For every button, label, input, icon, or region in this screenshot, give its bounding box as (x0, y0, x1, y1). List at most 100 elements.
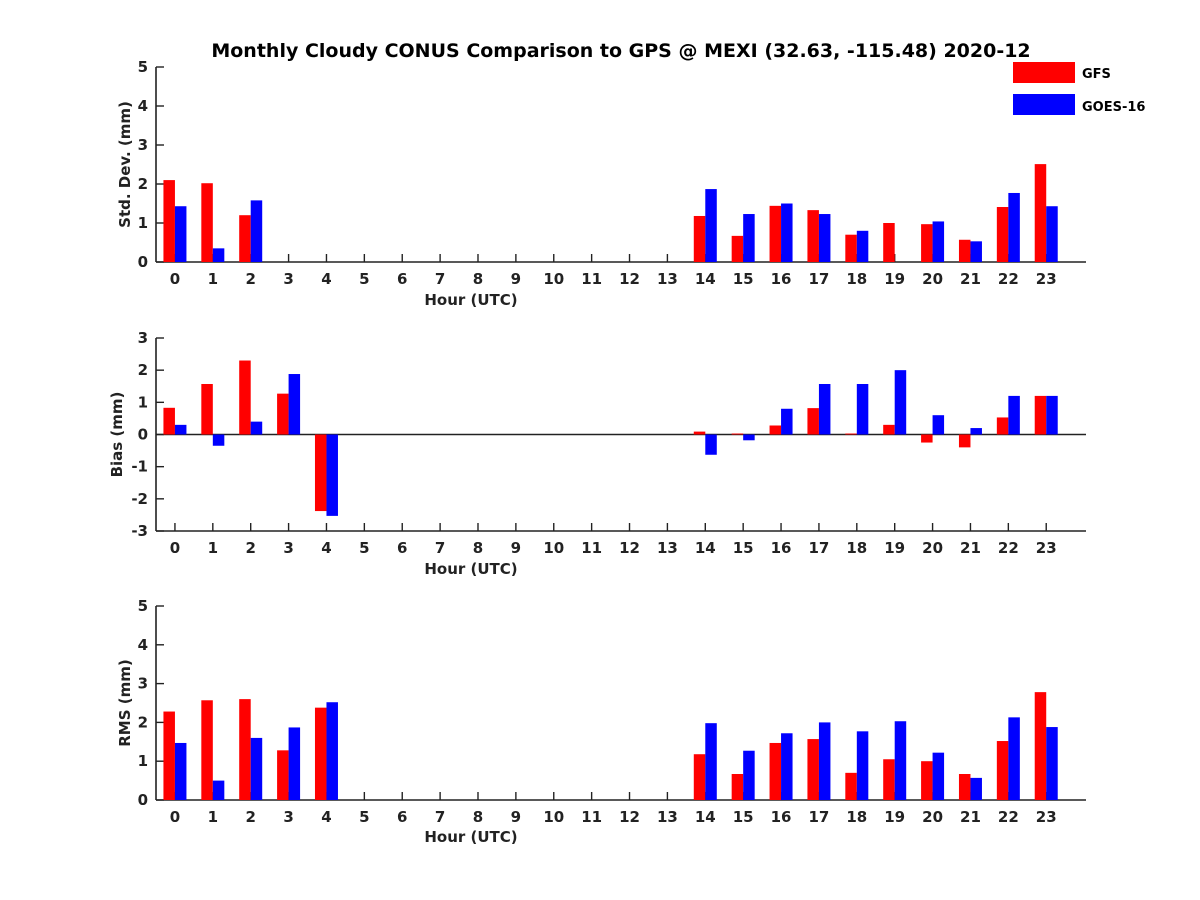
std-dev-x-tick-label: 10 (543, 270, 564, 288)
bias-bar-gfs-1 (201, 383, 213, 435)
chart-title: Monthly Cloudy CONUS Comparison to GPS @… (211, 40, 1030, 62)
rms-bar-goes16-3 (288, 727, 301, 800)
bias-x-tick-label: 22 (998, 539, 1019, 557)
rms-bar-gfs-2 (239, 699, 251, 800)
bias-bar-goes16-4 (326, 434, 338, 516)
bias-bar-gfs-16 (769, 425, 782, 435)
rms-bar-goes16-4 (326, 702, 338, 800)
bias-bar-goes16-1 (212, 434, 225, 446)
legend-label-gfs: GFS (1082, 67, 1111, 82)
bias-bar-goes16-0 (174, 424, 187, 435)
rms-x-tick-label: 13 (657, 808, 678, 826)
rms-x-tick-label: 4 (321, 808, 331, 826)
rms-x-tick-label: 12 (619, 808, 640, 826)
bias-x-tick-label: 5 (359, 539, 369, 557)
rms-bar-gfs-16 (769, 742, 782, 800)
std-dev-y-label: Std. Dev. (mm) (116, 101, 134, 228)
std-dev-x-tick-label: 5 (359, 270, 369, 288)
bias-y-tick-label: 0 (138, 426, 148, 444)
rms-y-tick-label: 4 (138, 636, 148, 654)
std-dev-bar-goes16-2 (250, 200, 263, 262)
std-dev-bar-gfs-17 (807, 210, 819, 262)
std-dev-bar-goes16-1 (212, 248, 225, 262)
bias-bar-goes16-22 (1008, 395, 1020, 435)
bias-x-tick-label: 20 (922, 539, 943, 557)
std-dev-bar-gfs-2 (239, 215, 251, 262)
rms-bar-gfs-4 (314, 707, 327, 800)
bias-x-tick-label: 7 (435, 539, 445, 557)
bias-x-tick-label: 14 (695, 539, 716, 557)
bias-bar-goes16-18 (856, 383, 869, 435)
std-dev-x-tick-label: 9 (511, 270, 521, 288)
rms-bar-gfs-19 (883, 759, 895, 800)
rms-y-tick-label: 5 (138, 597, 148, 615)
std-dev-bar-goes16-21 (970, 241, 982, 262)
bias-bar-gfs-19 (883, 424, 895, 435)
legend-swatch-goes16 (1013, 94, 1075, 115)
rms-bar-goes16-17 (818, 722, 831, 800)
std-dev-x-tick-label: 15 (733, 270, 754, 288)
rms-bar-gfs-14 (693, 754, 706, 800)
bias-bar-gfs-14 (693, 431, 706, 435)
rms-x-tick-label: 17 (808, 808, 829, 826)
rms-bar-gfs-15 (731, 774, 744, 800)
bias-bar-gfs-3 (277, 393, 289, 435)
rms-bar-goes16-0 (174, 742, 187, 800)
rms-x-tick-label: 22 (998, 808, 1019, 826)
bias-x-tick-label: 19 (884, 539, 905, 557)
rms-x-tick-label: 21 (960, 808, 981, 826)
bias-x-tick-label: 1 (208, 539, 218, 557)
std-dev-y-tick-label: 1 (138, 214, 148, 232)
bias-x-tick-label: 13 (657, 539, 678, 557)
rms-bar-gfs-0 (163, 711, 175, 800)
legend-swatch-gfs (1013, 62, 1075, 83)
bias-x-tick-label: 6 (397, 539, 407, 557)
std-dev-y-tick-label: 0 (138, 253, 148, 271)
std-dev-x-tick-label: 19 (884, 270, 905, 288)
bias-bar-gfs-21 (958, 434, 971, 448)
rms-y-tick-label: 3 (138, 675, 148, 693)
legend: GFS GOES-16 (1013, 62, 1145, 115)
bias-bar-gfs-15 (731, 433, 744, 435)
bias-x-label: Hour (UTC) (424, 560, 517, 578)
bias-bar-goes16-17 (818, 383, 831, 435)
rms-bar-goes16-16 (781, 733, 793, 800)
std-dev-bar-goes16-18 (856, 230, 869, 262)
std-dev-bar-gfs-23 (1034, 164, 1047, 262)
rms-x-tick-label: 2 (245, 808, 255, 826)
bias-bar-gfs-20 (921, 434, 933, 443)
bias-bar-goes16-2 (250, 421, 263, 435)
bias-x-tick-label: 2 (245, 539, 255, 557)
std-dev-x-tick-label: 12 (619, 270, 640, 288)
bias-y-tick-label: -1 (131, 458, 148, 476)
rms-bar-goes16-1 (212, 780, 225, 800)
bias-x-tick-label: 21 (960, 539, 981, 557)
rms-x-tick-label: 11 (581, 808, 602, 826)
std-dev-x-tick-label: 21 (960, 270, 981, 288)
std-dev-x-tick-label: 16 (771, 270, 792, 288)
std-dev-bar-goes16-16 (781, 203, 793, 262)
bias-x-tick-label: 12 (619, 539, 640, 557)
std-dev-x-tick-label: 0 (170, 270, 180, 288)
rms-bar-goes16-22 (1008, 717, 1020, 800)
bias-bar-goes16-19 (894, 370, 907, 435)
rms-bar-goes16-2 (250, 737, 263, 800)
bias-bar-goes16-23 (1046, 395, 1058, 435)
rms-bar-goes16-23 (1046, 727, 1058, 800)
std-dev-bar-goes16-17 (818, 214, 831, 262)
std-dev-bar-gfs-19 (883, 223, 895, 262)
std-dev-x-tick-label: 18 (846, 270, 867, 288)
bias-y-tick-label: 3 (138, 329, 148, 347)
bias-x-tick-label: 10 (543, 539, 564, 557)
rms-bar-goes16-20 (932, 752, 945, 800)
bias-bar-goes16-3 (288, 374, 301, 435)
rms-y-tick-label: 2 (138, 713, 148, 731)
rms-y-tick-label: 1 (138, 752, 148, 770)
std-dev-y-tick-label: 4 (138, 97, 148, 115)
std-dev-bar-gfs-16 (769, 205, 782, 262)
bias-y-tick-label: 1 (138, 393, 148, 411)
std-dev-y-tick-label: 3 (138, 136, 148, 154)
